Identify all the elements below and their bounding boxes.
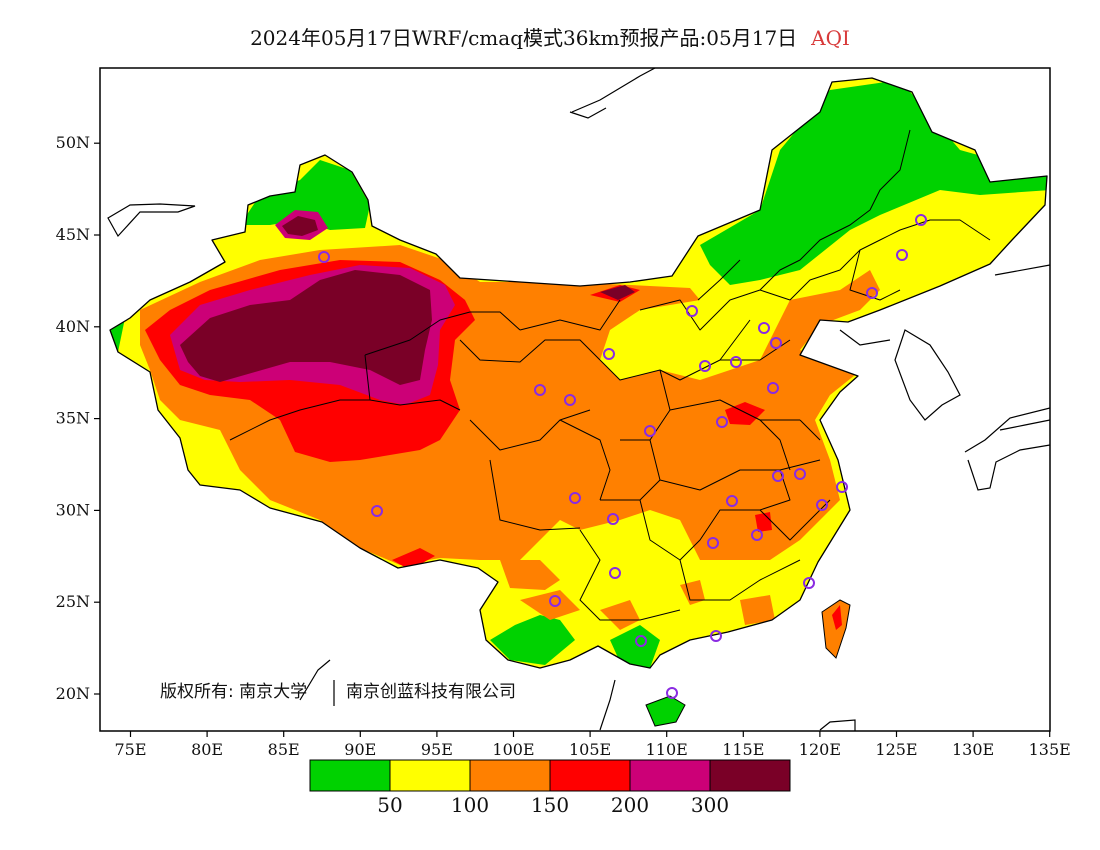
lon-tick-label: 80E: [191, 740, 223, 759]
colorbar-swatch: [389, 759, 471, 792]
lat-tick-label: 35N: [56, 409, 90, 428]
colorbar-label: 200: [611, 793, 649, 817]
colorbar-label: 300: [691, 793, 729, 817]
colorbar-label: 50: [377, 793, 402, 817]
lon-tick-label: 130E: [952, 740, 994, 759]
lat-tick-label: 40N: [56, 317, 90, 336]
colorbar-label: 100: [451, 793, 489, 817]
lon-tick-label: 90E: [344, 740, 376, 759]
station-markers: [318, 214, 927, 699]
copyright-text-2: 南京创蓝科技有限公司: [346, 682, 516, 702]
colorbar-swatch: [549, 759, 631, 792]
latitude-axis: 20N 25N 30N 35N 40N 45N 50N: [56, 133, 100, 703]
colorbar-swatch: [469, 759, 551, 792]
colorbar-swatch: [309, 759, 391, 792]
lon-tick-label: 95E: [421, 740, 453, 759]
lat-tick-label: 25N: [56, 592, 90, 611]
lon-tick-label: 75E: [114, 740, 146, 759]
lat-tick-label: 30N: [56, 500, 90, 519]
lon-tick-label: 85E: [268, 740, 300, 759]
lon-tick-label: 105E: [569, 740, 611, 759]
colorbar-label: 150: [531, 793, 569, 817]
lon-tick-label: 100E: [492, 740, 534, 759]
lat-tick-label: 20N: [56, 684, 90, 703]
aqi-colorbar: 50 100 150 200 300: [309, 759, 791, 817]
lon-tick-label: 115E: [722, 740, 764, 759]
copyright: 版权所有: 南京大学 南京创蓝科技有限公司: [160, 680, 516, 706]
lon-tick-label: 135E: [1029, 740, 1071, 759]
longitude-axis: 75E 80E 85E 90E 95E 100E 105E 110E 115E 120E 125E 1…: [114, 731, 1071, 759]
lat-tick-label: 50N: [56, 133, 90, 152]
colorbar-swatch: [709, 759, 791, 792]
colorbar-swatch: [629, 759, 711, 792]
lon-tick-label: 110E: [646, 740, 688, 759]
lon-tick-label: 120E: [799, 740, 841, 759]
lon-tick-label: 125E: [875, 740, 917, 759]
title-variable: AQI: [811, 26, 850, 50]
lat-tick-label: 45N: [56, 225, 90, 244]
title-text: 2024年05月17日WRF/cmaq模式36km预报产品:05月17日: [250, 26, 798, 50]
map-title: 2024年05月17日WRF/cmaq模式36km预报产品:05月17日 AQI: [0, 22, 1100, 51]
copyright-text-1: 版权所有: 南京大学: [160, 682, 307, 702]
islands: [645, 599, 851, 727]
plot-frame: [99, 67, 1051, 732]
